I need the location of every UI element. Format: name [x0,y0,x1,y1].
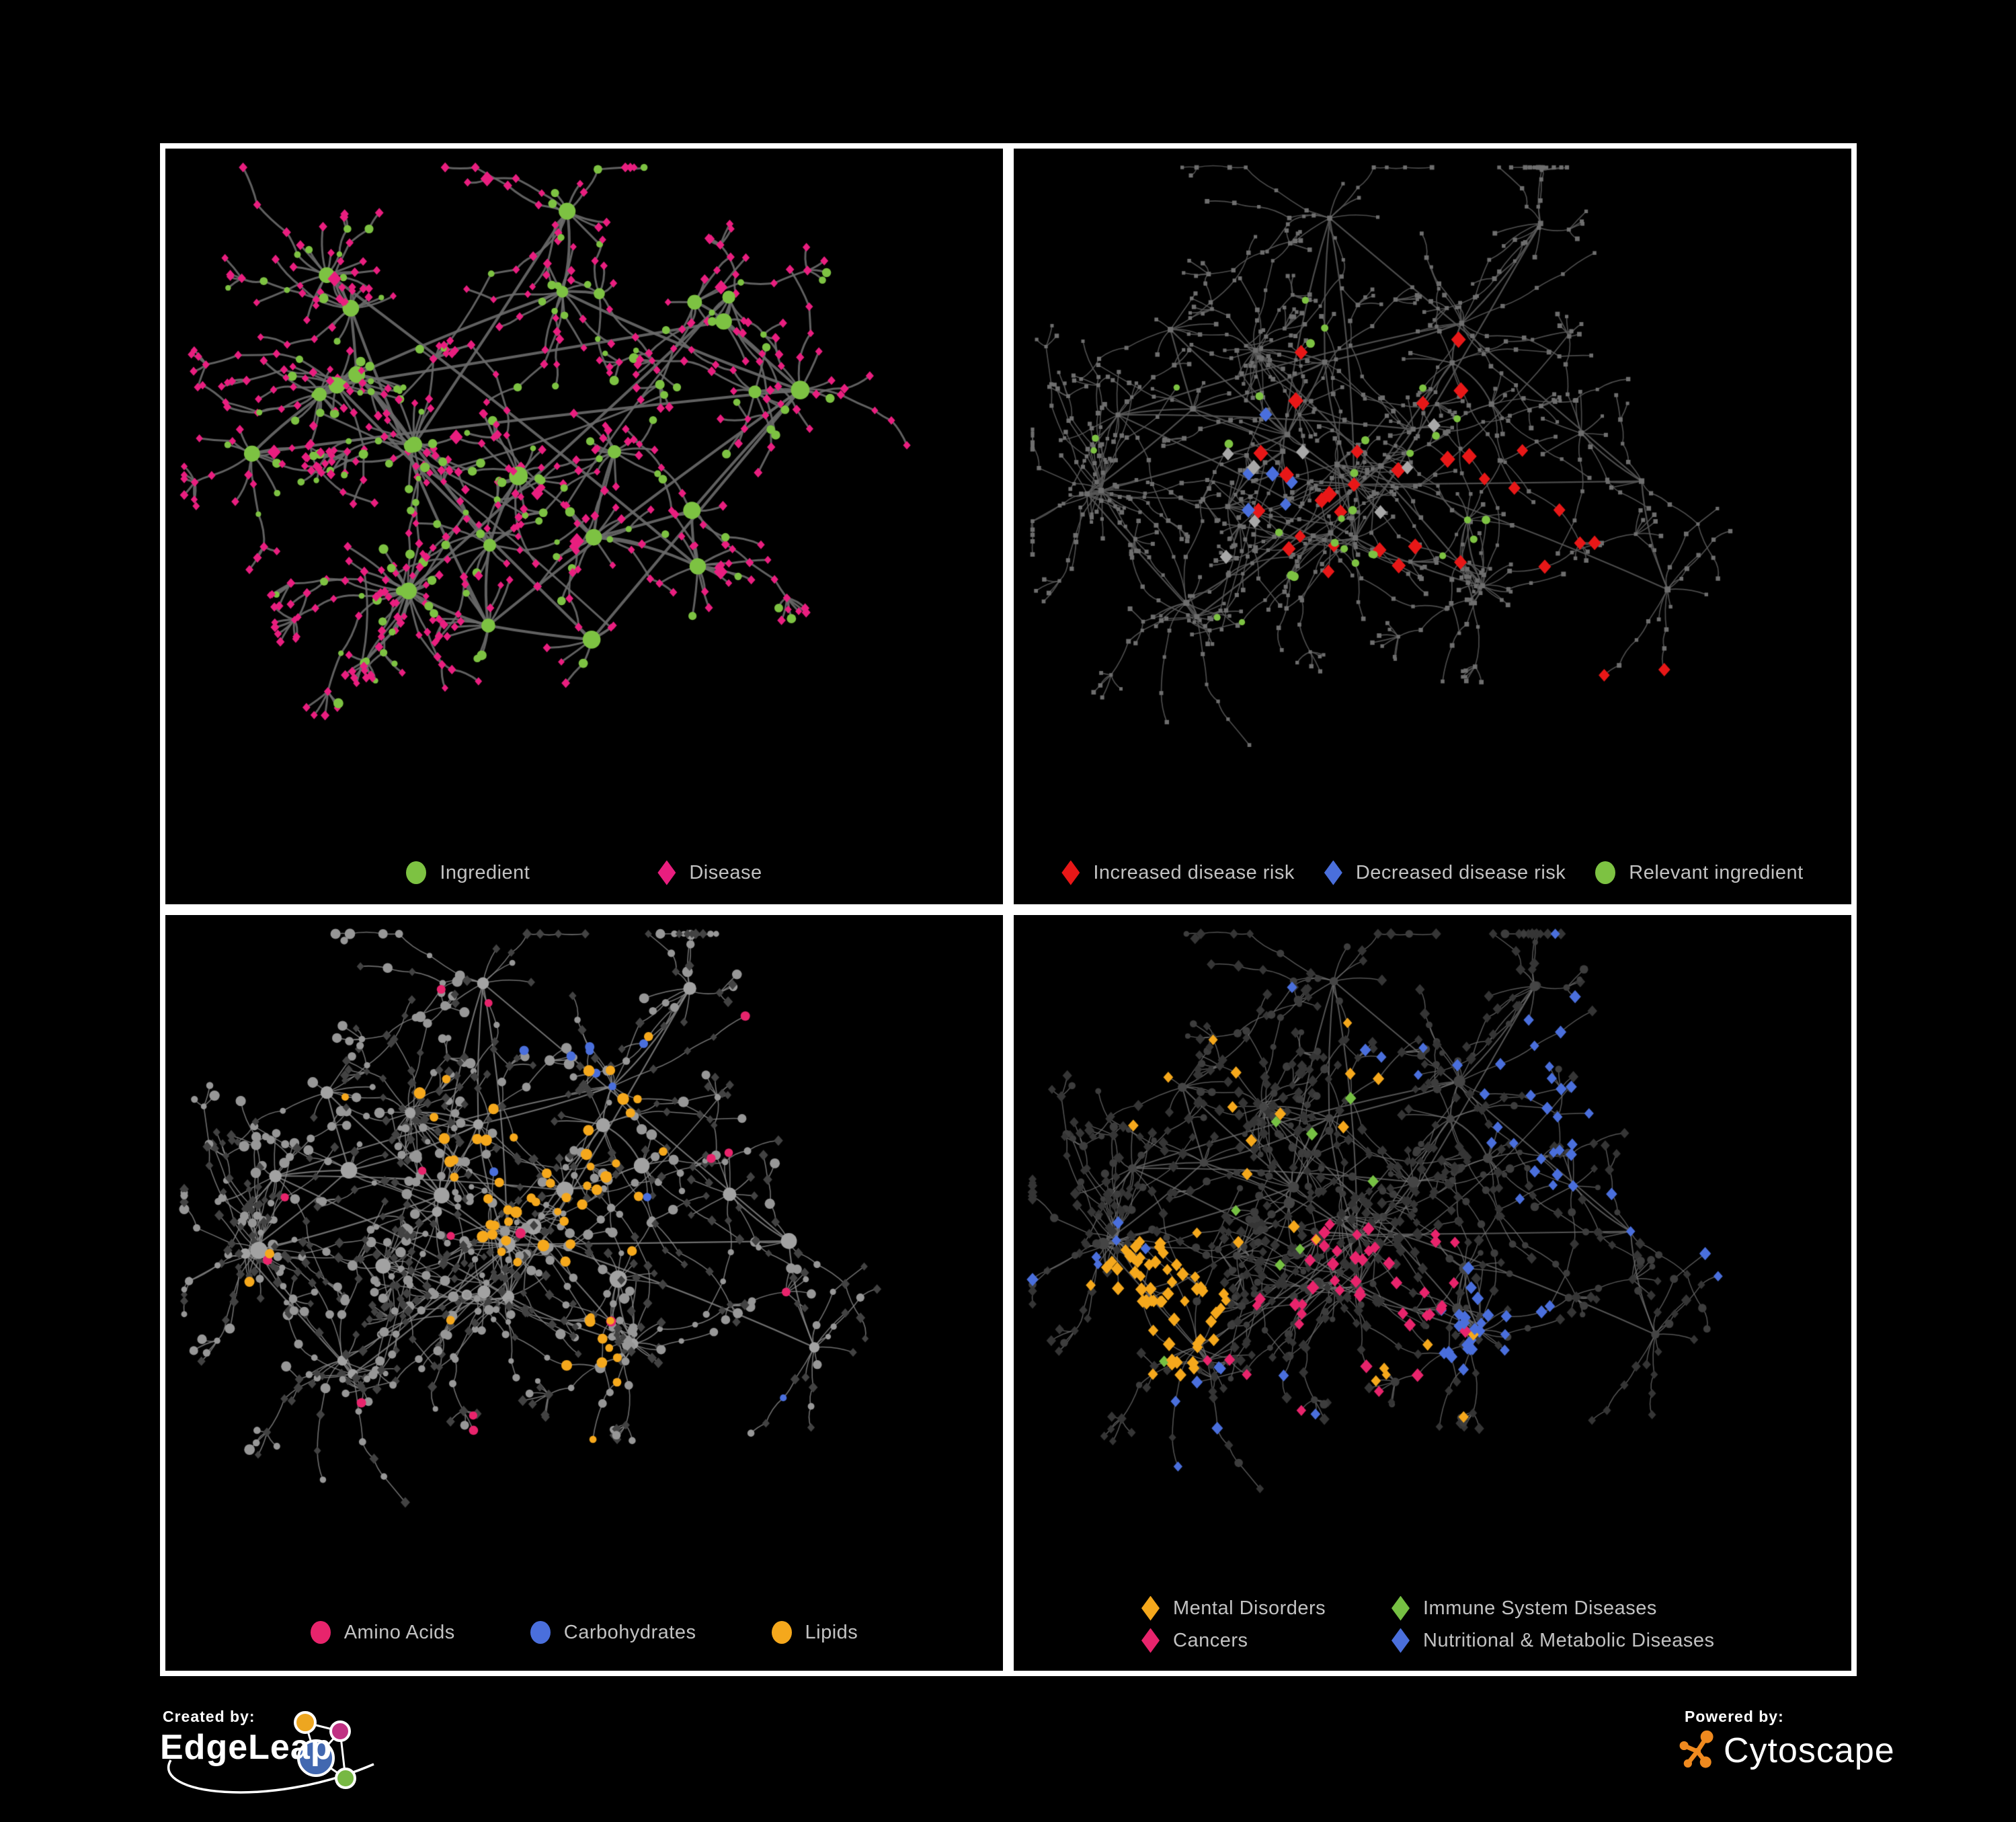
legend-disease-risk: Increased disease risk Decreased disease… [1014,841,1851,904]
relevant-ingredient-marker-icon [1595,861,1616,884]
legend-label: Disease [689,861,762,883]
immune-diseases-marker-icon [1392,1595,1410,1621]
increased-risk-marker-icon [1061,860,1080,885]
legend-item-immune-diseases: Immune System Diseases [1392,1595,1851,1622]
legend-item-carbohydrates: Carbohydrates [530,1621,696,1644]
lipids-marker-icon [771,1621,792,1644]
panel-disease-classes: Mental Disorders Immune System Diseases … [1008,910,1857,1676]
nutritional-metabolic-marker-icon [1392,1628,1410,1653]
panel-disease-risk: Increased disease risk Decreased disease… [1008,143,1857,910]
network-canvas-disease-classes [1014,915,1851,1574]
legend-label: Ingredient [440,861,530,883]
cytoscape-logo: Powered by: Cytoscape [1678,1708,1960,1802]
legend-label: Lipids [805,1621,858,1643]
legend-label: Amino Acids [344,1621,455,1643]
legend-item-increased-risk: Increased disease risk [1061,860,1295,885]
legend-ingredient-disease: Ingredient Disease [165,841,1003,904]
legend-label: Nutritional & Metabolic Diseases [1423,1629,1715,1651]
legend-nutrient-classes: Amino Acids Carbohydrates Lipids [165,1594,1003,1671]
legend-label: Immune System Diseases [1423,1597,1657,1619]
legend-label: Carbohydrates [563,1621,696,1643]
carbohydrates-marker-icon [530,1621,551,1644]
edgeleap-brand-text: EdgeLeap [160,1728,333,1767]
cytoscape-brand-text: Cytoscape [1724,1731,1895,1770]
legend-disease-classes: Mental Disorders Immune System Diseases … [1014,1574,1851,1654]
panel-nutrient-classes: Amino Acids Carbohydrates Lipids [160,910,1008,1676]
ingredient-marker-icon [406,861,427,884]
legend-label: Cancers [1173,1629,1248,1651]
edgeleap-logo: Created by: EdgeLeap [160,1708,469,1822]
legend-item-disease: Disease [657,860,762,885]
legend-item-mental-disorders: Mental Disorders [1141,1595,1392,1622]
legend-label: Increased disease risk [1093,861,1295,883]
legend-item-relevant-ingredient: Relevant ingredient [1595,861,1803,884]
amino-acids-marker-icon [310,1621,331,1644]
decreased-risk-marker-icon [1324,860,1342,885]
legend-item-cancers: Cancers [1141,1627,1392,1654]
network-canvas-ingredient-disease [165,149,1003,841]
panel-ingredient-disease: Ingredient Disease [160,143,1008,910]
powered-by-label: Powered by: [1685,1708,1784,1725]
legend-item-amino-acids: Amino Acids [310,1621,455,1644]
network-canvas-disease-risk [1014,149,1851,841]
network-canvas-nutrient-classes [165,915,1003,1594]
legend-item-ingredient: Ingredient [406,861,530,884]
mental-disorders-marker-icon [1141,1595,1160,1621]
legend-item-lipids: Lipids [771,1621,858,1644]
disease-marker-icon [657,860,676,885]
legend-item-nutritional-metabolic: Nutritional & Metabolic Diseases [1392,1627,1851,1654]
created-by-label: Created by: [163,1708,255,1725]
legend-label: Relevant ingredient [1629,861,1804,883]
legend-label: Decreased disease risk [1355,861,1566,883]
cytoscape-mark-icon [1679,1730,1713,1768]
legend-label: Mental Disorders [1173,1597,1326,1619]
cancers-marker-icon [1141,1628,1160,1653]
legend-item-decreased-risk: Decreased disease risk [1324,860,1566,885]
